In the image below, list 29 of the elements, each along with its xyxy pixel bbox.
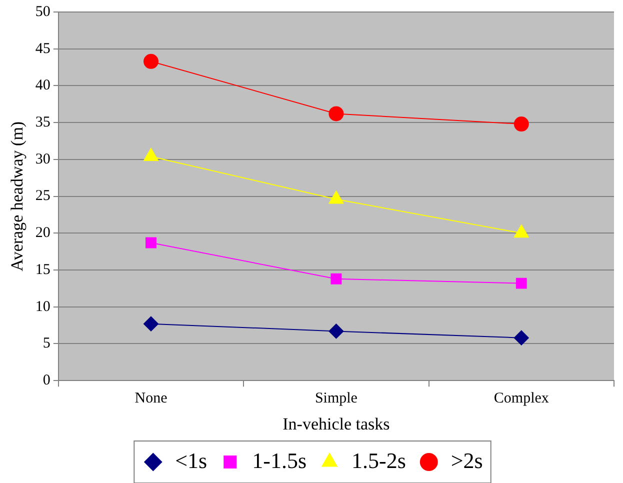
legend-label: >2s — [450, 448, 483, 473]
x-tick-label: Complex — [494, 390, 550, 407]
point — [516, 278, 527, 289]
y-tick-label: 10 — [35, 298, 50, 315]
point — [514, 330, 529, 346]
point — [330, 273, 342, 284]
y-tick-label: 40 — [35, 78, 50, 94]
y-tick-label: 30 — [35, 151, 50, 168]
x-tick-label: None — [134, 390, 168, 407]
point — [146, 237, 156, 248]
point — [328, 324, 344, 339]
y-tick-label: 15 — [35, 262, 50, 278]
legend-label: 1-1.5s — [252, 448, 307, 473]
point — [514, 116, 529, 132]
y-tick-label: 45 — [35, 40, 50, 57]
point — [144, 54, 158, 69]
y-tick-label: 0 — [42, 372, 50, 389]
y-tick-label: 20 — [35, 225, 50, 242]
y-tick-label: 50 — [35, 4, 50, 20]
y-tick-label: 35 — [35, 114, 50, 131]
point — [144, 316, 158, 332]
x-tick-label: Simple — [314, 390, 358, 407]
y-axis-title: Average headway (m) — [8, 121, 27, 272]
legend-label: 1.5-2s — [352, 448, 406, 473]
y-tick-label: 25 — [35, 188, 50, 204]
point — [328, 106, 344, 122]
legend-label: <1s — [175, 448, 208, 473]
y-tick-label: 5 — [42, 336, 50, 352]
x-axis-title: In-vehicle tasks — [282, 414, 390, 434]
